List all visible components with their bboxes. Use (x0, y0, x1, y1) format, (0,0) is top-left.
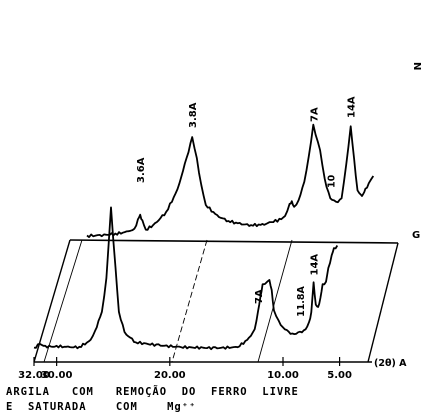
left-edge (33, 239, 71, 363)
x-tick-label: 30.00 (41, 370, 73, 381)
peak-label-7a-bottom: 7A (254, 289, 265, 304)
x-tick-label: 10.00 (267, 370, 299, 381)
peak-label-7a-top: 7A (309, 107, 320, 122)
peak-label-10: 10 (326, 174, 337, 188)
series-label-g: G (412, 230, 420, 241)
right-edge (367, 242, 399, 363)
x-tick-label: 5.00 (327, 370, 352, 381)
guide-line (171, 239, 208, 363)
x-tick-label: 32.00 (18, 370, 50, 381)
rear-baseline (69, 239, 399, 244)
series-label-n: N (411, 62, 422, 70)
peak-label-11-8a: 11.8A (296, 285, 307, 316)
guide-line (257, 239, 293, 363)
guide-line (43, 239, 83, 363)
peak-label-3-8a: 3.8A (188, 102, 199, 128)
peak-label-3-6a: 3.6A (136, 157, 147, 183)
caption-line-1: ARGILA COM REMOÇÃO DO FERRO LIVRE (6, 386, 299, 398)
series-line-g (33, 206, 339, 351)
series-line-n (86, 123, 375, 238)
peak-label-14a-bottom: 14A (310, 254, 321, 276)
x-tick-label: 20.00 (154, 370, 186, 381)
x-axis-label: (2θ) A (374, 358, 407, 369)
caption-line-2: E SATURADA COM Mg⁺⁺ (6, 401, 197, 413)
peak-label-14a-top: 14A (347, 96, 358, 118)
